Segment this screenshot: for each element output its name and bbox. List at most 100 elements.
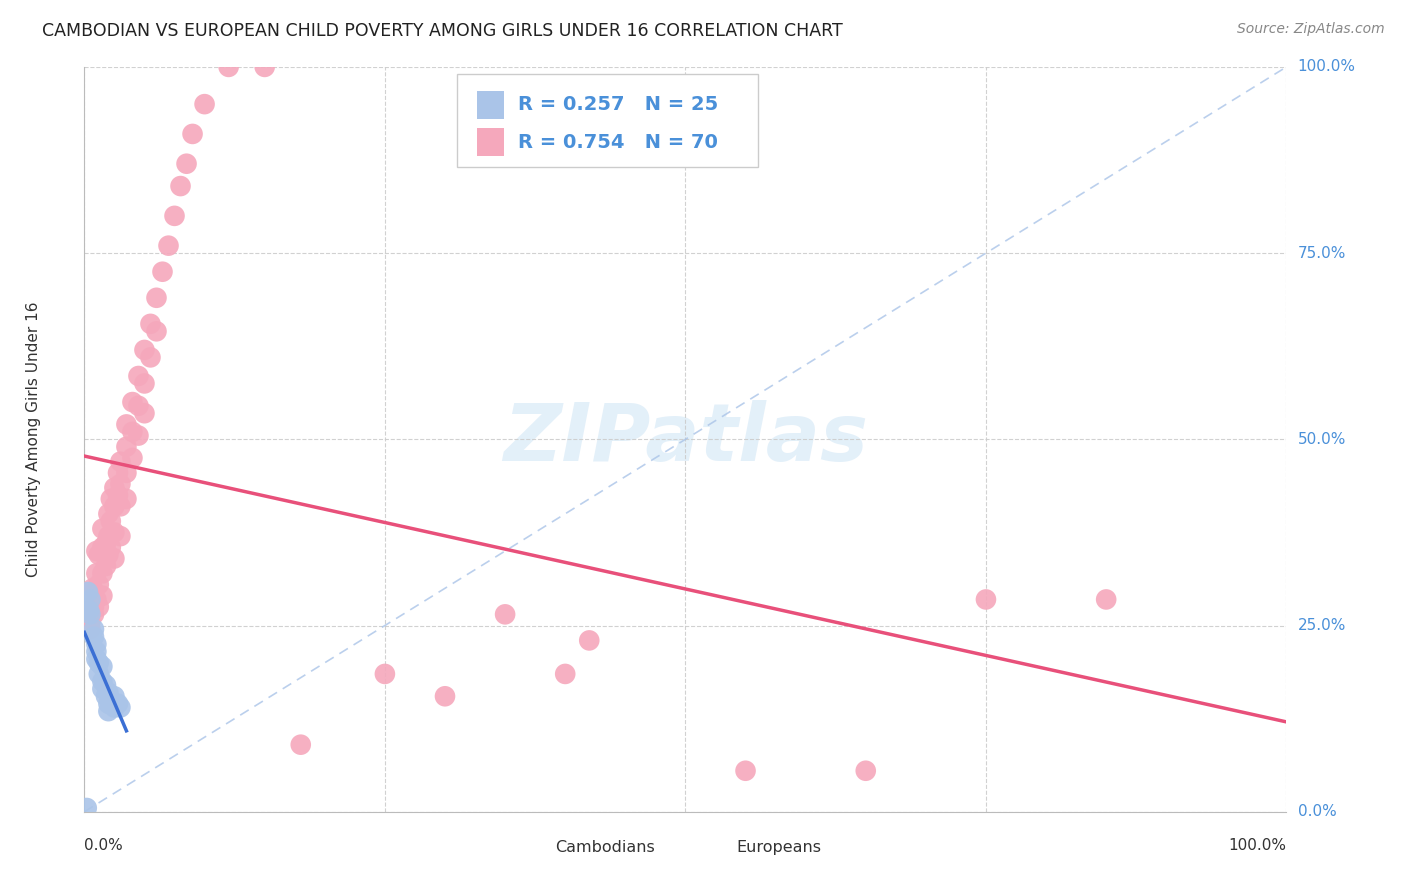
Point [194,97,217,112]
Point [103,525,125,540]
Point [79,592,101,607]
Point [127,399,149,413]
FancyBboxPatch shape [512,838,544,859]
Point [76,801,98,815]
Point [134,343,156,357]
Point [974,592,997,607]
Point [94,678,117,692]
Point [374,667,396,681]
Point [87,667,110,681]
Point [91,674,114,689]
FancyBboxPatch shape [478,91,503,119]
Point [494,607,516,622]
Point [86,566,108,581]
Point [94,536,117,550]
Point [107,488,129,502]
Point [554,667,576,681]
Point [103,700,125,714]
Point [97,529,120,543]
Point [110,500,132,514]
Point [79,622,101,636]
Point [152,265,174,279]
Point [115,440,138,454]
Point [87,656,110,670]
Point [97,704,120,718]
Point [290,738,312,752]
Point [97,697,120,711]
Point [91,589,114,603]
Point [86,544,108,558]
Text: R = 0.257   N = 25: R = 0.257 N = 25 [519,95,718,114]
Point [77,607,100,622]
Point [127,428,149,442]
Point [91,659,114,673]
Point [94,558,117,573]
Point [115,466,138,480]
Point [134,406,156,420]
Point [91,522,114,536]
Point [110,529,132,543]
Point [253,60,276,74]
Point [181,127,204,141]
Point [87,548,110,562]
Point [107,697,129,711]
Point [97,507,120,521]
Point [82,582,104,596]
Point [103,690,125,704]
Point [83,630,105,644]
Text: ZIPatlas: ZIPatlas [503,401,868,478]
Text: 25.0%: 25.0% [1298,618,1346,633]
Point [139,317,162,331]
FancyBboxPatch shape [692,838,725,859]
Point [218,60,240,74]
Point [86,637,108,651]
Point [97,548,120,562]
Point [83,607,105,622]
Point [91,541,114,555]
FancyBboxPatch shape [478,128,503,156]
Point [127,369,149,384]
Point [145,324,167,338]
Point [139,351,162,365]
Point [97,685,120,699]
Point [115,417,138,432]
Point [103,551,125,566]
Text: Europeans: Europeans [735,840,821,855]
Point [91,566,114,581]
Point [100,514,122,528]
Point [87,577,110,591]
Point [79,615,101,629]
Point [103,481,125,495]
Point [77,585,100,599]
FancyBboxPatch shape [457,74,758,168]
Point [734,764,756,778]
Text: R = 0.754   N = 70: R = 0.754 N = 70 [519,133,718,152]
Point [134,376,156,391]
Point [83,622,105,636]
Point [176,157,198,171]
Point [1095,592,1118,607]
Point [100,693,122,707]
Point [103,500,125,514]
Text: 50.0%: 50.0% [1298,432,1346,447]
Point [91,681,114,696]
Text: Source: ZipAtlas.com: Source: ZipAtlas.com [1237,22,1385,37]
Point [79,607,101,622]
Point [121,395,143,409]
Point [110,477,132,491]
Text: 0.0%: 0.0% [1298,805,1336,819]
Point [110,455,132,469]
Point [86,652,108,666]
Text: 75.0%: 75.0% [1298,245,1346,260]
Point [86,644,108,658]
Point [145,291,167,305]
Text: 100.0%: 100.0% [1298,60,1355,74]
Text: Cambodians: Cambodians [555,840,655,855]
Point [100,491,122,506]
Point [163,209,186,223]
Point [94,690,117,704]
Point [855,764,877,778]
Point [83,599,105,614]
Point [121,450,143,465]
Point [121,425,143,439]
